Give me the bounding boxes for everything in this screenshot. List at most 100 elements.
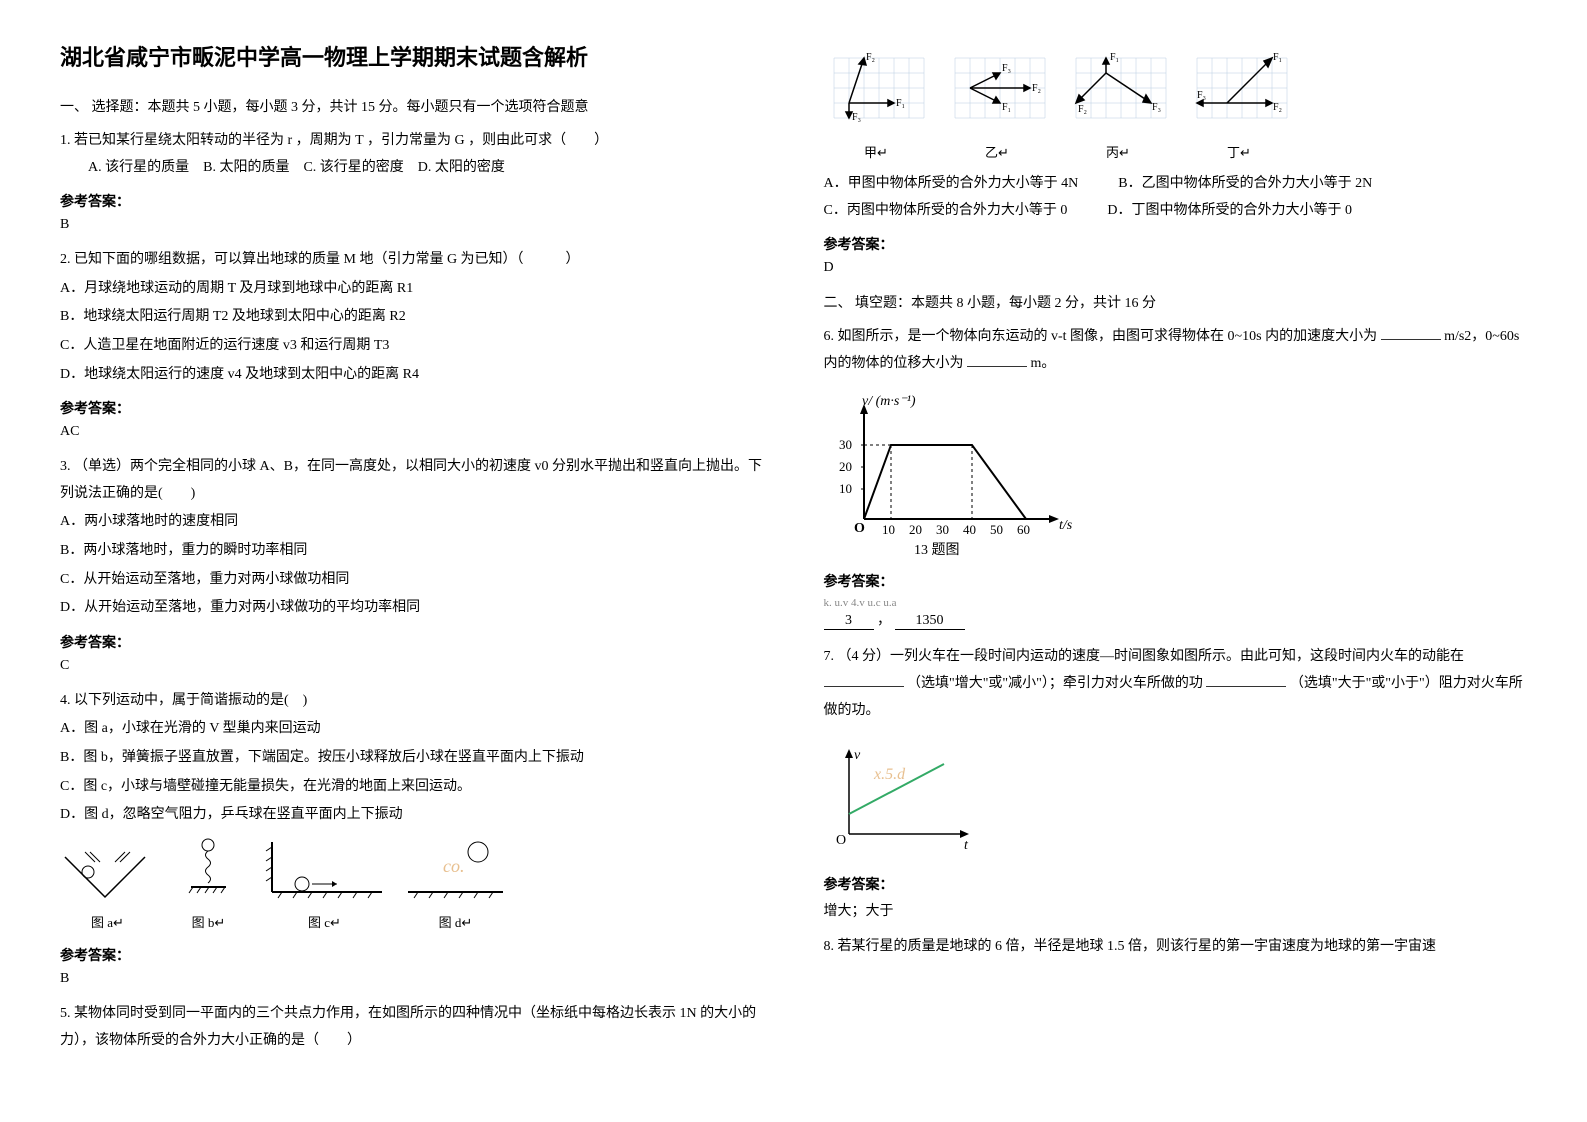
svg-text:60: 60 xyxy=(1017,522,1030,537)
q5-text: 5. 某物体同时受到同一平面内的三个共点力作用，在如图所示的四种情况中（坐标纸中… xyxy=(60,1001,764,1054)
q6-blank2 xyxy=(967,353,1027,367)
q1-text: 1. 若已知某行星绕太阳转动的半径为 r ，周期为 T ，引力常量为 G ，则由… xyxy=(60,128,764,155)
svg-text:F₁: F₁ xyxy=(896,98,905,109)
fig-jia-svg: F₂ F₁ F₃ xyxy=(824,48,929,138)
ans2-label: 参考答案： xyxy=(60,398,764,418)
q3-optA: A．两小球落地时的速度相同 xyxy=(60,509,764,536)
svg-text:F₃: F₃ xyxy=(1002,63,1011,74)
fig-b-svg xyxy=(171,837,246,907)
q5-optB: B．乙图中物体所受的合外力大小等于 2N xyxy=(1118,171,1372,198)
fig-ding-svg: F₁ F₃ F₂ xyxy=(1187,48,1292,138)
chart-label: 13 题图 xyxy=(914,543,960,558)
question-5: 5. 某物体同时受到同一平面内的三个共点力作用，在如图所示的四种情况中（坐标纸中… xyxy=(60,1001,764,1054)
svg-text:F₃: F₃ xyxy=(1197,90,1206,101)
q4-optD: D．图 d，忽略空气阻力，乒乓球在竖直平面内上下振动 xyxy=(60,802,764,829)
svg-text:50: 50 xyxy=(990,522,1003,537)
svg-text:F₂: F₂ xyxy=(1032,83,1041,94)
q5-options: A．甲图中物体所受的合外力大小等于 4N B．乙图中物体所受的合外力大小等于 2… xyxy=(824,171,1528,224)
q4-optC: C．图 c，小球与墙壁碰撞无能量损失，在光滑的地面上来回运动。 xyxy=(60,774,764,801)
q7-text2: （选填"增大"或"减小"）；牵引力对火车所做的功 xyxy=(907,676,1203,691)
question-1: 1. 若已知某行星绕太阳转动的半径为 r ，周期为 T ，引力常量为 G ，则由… xyxy=(60,128,764,181)
q2-optB: B．地球绕太阳运行周期 T2 及地球到太阳中心的距离 R2 xyxy=(60,304,764,331)
svg-text:F₁: F₁ xyxy=(1273,52,1282,63)
q7-chart: v t O x.5.d xyxy=(824,744,1528,854)
fig-d-label: 图 d↵ xyxy=(403,911,508,936)
question-8: 8. 若某行星的质量是地球的 6 倍，半径是地球 1.5 倍，则该行星的第一宇宙… xyxy=(824,934,1528,961)
svg-text:20: 20 xyxy=(909,522,922,537)
ans5: D xyxy=(824,260,1528,276)
question-3: 3. （单选）两个完全相同的小球 A、B，在同一高度处，以相同大小的初速度 v0… xyxy=(60,454,764,622)
q4-optB: B．图 b，弹簧振子竖直放置，下端固定。按压小球释放后小球在竖直平面内上下振动 xyxy=(60,745,764,772)
svg-text:v: v xyxy=(854,748,861,763)
q7-blank1 xyxy=(824,673,904,687)
q6-text1: 6. 如图所示，是一个物体向东运动的 v-t 图像，由图可求得物体在 0~10s… xyxy=(824,329,1381,344)
q3-text: 3. （单选）两个完全相同的小球 A、B，在同一高度处，以相同大小的初速度 v0… xyxy=(60,454,764,507)
ans4-label: 参考答案： xyxy=(60,945,764,965)
q2-optA: A．月球绕地球运动的周期 T 及月球到地球中心的距离 R1 xyxy=(60,276,764,303)
q5-optA: A．甲图中物体所受的合外力大小等于 4N xyxy=(824,171,1079,198)
question-2: 2. 已知下面的哪组数据，可以算出地球的质量 M 地（引力常量 G 为已知）（ … xyxy=(60,247,764,388)
q6-blank1 xyxy=(1381,326,1441,340)
fig-bing-svg: F₁ F₂ F₃ xyxy=(1066,48,1171,138)
q5-optD: D．丁图中物体所受的合外力大小等于 0 xyxy=(1107,198,1352,225)
ans6-label: 参考答案： xyxy=(824,571,1528,591)
svg-text:20: 20 xyxy=(839,459,852,474)
q7-text1: 7. （4 分）一列火车在一段时间内运动的速度—时间图象如图所示。由此可知，这段… xyxy=(824,649,1465,664)
svg-text:F₃: F₃ xyxy=(1152,102,1161,113)
svg-text:10: 10 xyxy=(882,522,895,537)
q2-optC: C．人造卫星在地面附近的运行速度 v3 和运行周期 T3 xyxy=(60,333,764,360)
svg-text:F₁: F₁ xyxy=(1110,52,1119,63)
fig-d-svg: co. xyxy=(403,837,508,907)
ans2: AC xyxy=(60,424,764,440)
ans1-label: 参考答案： xyxy=(60,191,764,211)
svg-text:O: O xyxy=(854,521,865,536)
svg-text:O: O xyxy=(836,833,846,848)
axis-y-label: v/ (m·s⁻¹) xyxy=(862,394,916,409)
q3-optD: D．从开始运动至落地，重力对两小球做功的平均功率相同 xyxy=(60,595,764,622)
fig-b-label: 图 b↵ xyxy=(171,911,246,936)
svg-text:t: t xyxy=(964,838,969,853)
q3-optC: C．从开始运动至落地，重力对两小球做功相同 xyxy=(60,567,764,594)
svg-text:F₁: F₁ xyxy=(1002,102,1011,113)
fig-yi-label: 乙↵ xyxy=(945,142,1050,161)
fig-bing-label: 丙↵ xyxy=(1066,142,1171,161)
fig-a-label: 图 a↵ xyxy=(60,911,155,936)
svg-text:F₃: F₃ xyxy=(852,112,861,123)
page-title: 湖北省咸宁市畈泥中学高一物理上学期期末试题含解析 xyxy=(60,40,764,72)
question-4: 4. 以下列运动中，属于简谐振动的是( ) A．图 a，小球在光滑的 V 型巢内… xyxy=(60,688,764,936)
ans3-label: 参考答案： xyxy=(60,632,764,652)
svg-text:co.: co. xyxy=(443,856,465,876)
svg-text:F₂: F₂ xyxy=(866,52,875,63)
ans5-label: 参考答案： xyxy=(824,234,1528,254)
svg-text:40: 40 xyxy=(963,522,976,537)
fig-c-svg xyxy=(262,837,387,907)
fig-jia-label: 甲↵ xyxy=(824,142,929,161)
svg-text:t/s: t/s xyxy=(1059,518,1073,533)
svg-text:x.5.d: x.5.d xyxy=(873,766,906,783)
q6-unit2: m。 xyxy=(1031,356,1056,371)
q4-figures: 图 a↵ 图 b↵ xyxy=(60,837,764,936)
left-column: 湖北省咸宁市畈泥中学高一物理上学期期末试题含解析 一、 选择题：本题共 5 小题… xyxy=(60,40,764,1065)
right-column: F₂ F₁ F₃ 甲↵ F₃ xyxy=(824,40,1528,1065)
q7-blank2 xyxy=(1206,673,1286,687)
svg-text:10: 10 xyxy=(839,481,852,496)
ans7-label: 参考答案： xyxy=(824,874,1528,894)
svg-text:F₂: F₂ xyxy=(1078,104,1087,115)
section1-heading: 一、 选择题：本题共 5 小题，每小题 3 分，共计 15 分。每小题只有一个选… xyxy=(60,96,764,116)
ans3: C xyxy=(60,658,764,674)
fig-yi-svg: F₃ F₂ F₁ xyxy=(945,48,1050,138)
fig-c-label: 图 c↵ xyxy=(262,911,387,936)
svg-text:F₂: F₂ xyxy=(1273,102,1282,113)
ans1: B xyxy=(60,217,764,233)
q2-text: 2. 已知下面的哪组数据，可以算出地球的质量 M 地（引力常量 G 为已知）（ … xyxy=(60,247,764,274)
fig-ding-label: 丁↵ xyxy=(1187,142,1292,161)
section2-heading: 二、 填空题：本题共 8 小题，每小题 2 分，共计 16 分 xyxy=(824,292,1528,312)
q2-optD: D．地球绕太阳运行的速度 v4 及地球到太阳中心的距离 R4 xyxy=(60,362,764,389)
q5-optC: C．丙图中物体所受的合外力大小等于 0 xyxy=(824,198,1068,225)
question-7: 7. （4 分）一列火车在一段时间内运动的速度—时间图象如图所示。由此可知，这段… xyxy=(824,644,1528,724)
q3-optB: B．两小球落地时，重力的瞬时功率相同 xyxy=(60,538,764,565)
ans7: 增大；大于 xyxy=(824,900,1528,920)
q4-text: 4. 以下列运动中，属于简谐振动的是( ) xyxy=(60,688,764,715)
svg-text:30: 30 xyxy=(839,437,852,452)
q1-options: A. 该行星的质量 B. 太阳的质量 C. 该行星的密度 D. 太阳的密度 xyxy=(60,155,764,182)
